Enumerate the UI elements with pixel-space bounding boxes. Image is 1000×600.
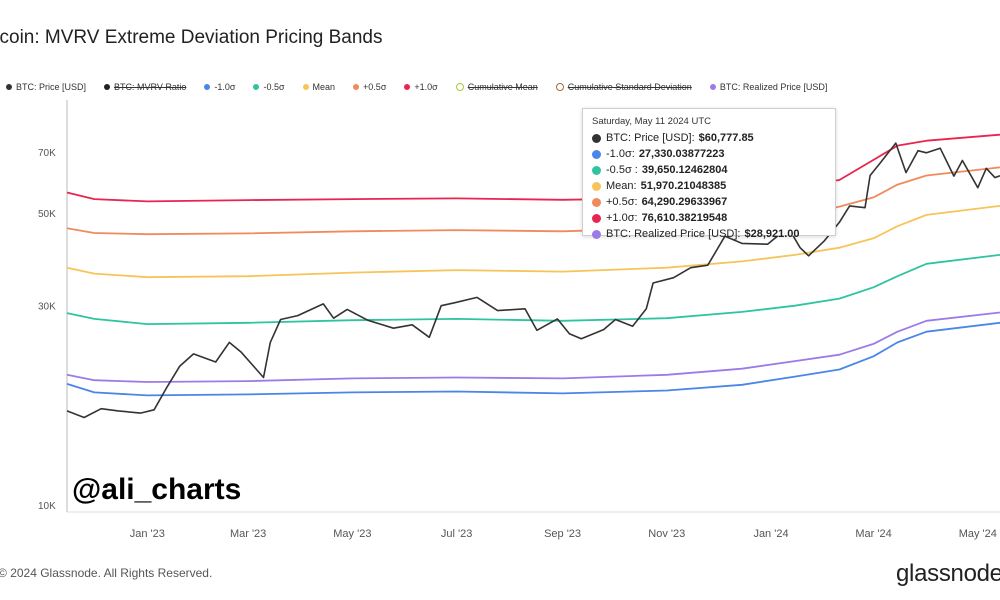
- x-tick-label: Sep '23: [544, 528, 581, 540]
- tooltip-marker-icon: [592, 181, 601, 191]
- series-line-1-0: [66, 133, 1000, 203]
- tooltip-label: BTC: Price [USD]:: [606, 132, 695, 144]
- tooltip-marker-icon: [592, 197, 601, 207]
- legend-marker-icon: [555, 83, 564, 91]
- glassnode-logo[interactable]: glassnode: [896, 560, 1000, 587]
- tooltip-value: $28,921.00: [744, 228, 800, 240]
- legend-marker-icon: [253, 84, 260, 90]
- legend: BTC: Price [USD] BTC: MVRV Ratio -1.0σ -0.5…: [6, 82, 827, 92]
- tooltip-label: +0.5σ:: [606, 196, 638, 208]
- y-tick-label: 70K: [38, 148, 56, 159]
- legend-label: Cumulative Mean: [467, 82, 538, 92]
- legend-item[interactable]: +0.5σ: [353, 82, 386, 92]
- x-tick-label: Jan '24: [753, 528, 788, 540]
- tooltip-label: +1.0σ:: [606, 212, 638, 224]
- tooltip-row: -1.0σ: 27,330.03877223: [592, 146, 826, 162]
- tooltip-rows: BTC: Price [USD]: $60,777.85 -1.0σ: 27,330.…: [592, 130, 826, 242]
- tooltip-marker-icon: [592, 213, 601, 223]
- tooltip-row: Mean: 51,970.21048385: [592, 178, 826, 194]
- legend-label: -0.5σ: [263, 82, 285, 92]
- tooltip-value: 39,650.12462804: [641, 164, 728, 176]
- legend-marker-icon: [709, 84, 716, 90]
- x-tick-label: Jul '23: [441, 528, 472, 540]
- tooltip-row: BTC: Realized Price [USD]: $28,921.00: [592, 226, 826, 242]
- legend-label: BTC: MVRV Ratio: [114, 82, 187, 92]
- x-tick-label: May '23: [333, 528, 371, 540]
- watermark: @ali_charts: [72, 473, 242, 506]
- tooltip-row: -0.5σ :39,650.12462804: [592, 162, 826, 178]
- legend-label: Cumulative Standard Deviation: [567, 82, 692, 92]
- x-tick-label: May '24: [959, 528, 997, 540]
- legend-label: BTC: Price [USD]: [16, 82, 87, 92]
- legend-label: -1.0σ: [214, 82, 236, 92]
- tooltip-marker-icon: [592, 165, 601, 175]
- legend-label: +0.5σ: [363, 82, 387, 92]
- y-tick-label: 10K: [38, 501, 56, 512]
- series-line-btc-price-usd: [66, 142, 1000, 419]
- series-line-mean: [66, 205, 1000, 279]
- tooltip-label: -0.5σ :: [606, 164, 638, 176]
- axes: [66, 100, 1000, 513]
- tooltip-row: +0.5σ: 64,290.29633967: [592, 194, 826, 210]
- legend-item[interactable]: BTC: Realized Price [USD]: [709, 82, 828, 92]
- tooltip-date: Saturday, May 11 2024 UTC: [592, 116, 711, 127]
- tooltip-value: 51,970.21048385: [640, 180, 727, 192]
- series-layer: [66, 133, 1000, 419]
- tooltip-label: BTC: Realized Price [USD]:: [606, 228, 741, 240]
- series-line-btc-realized-price-usd: [66, 311, 1000, 383]
- y-tick-label: 30K: [38, 302, 56, 313]
- legend-item[interactable]: Cumulative Mean: [455, 82, 538, 92]
- tooltip-row: BTC: Price [USD]: $60,777.85: [592, 130, 826, 146]
- legend-label: Mean: [312, 82, 336, 92]
- series-line-1-0: [66, 321, 1000, 397]
- legend-marker-icon: [353, 84, 360, 90]
- legend-marker-icon: [6, 84, 12, 90]
- series-line-0-5: [66, 254, 1000, 325]
- legend-marker-icon: [302, 84, 309, 90]
- x-tick-label: Mar '24: [855, 528, 891, 540]
- y-tick-label: 50K: [38, 209, 56, 220]
- tick-labels: 10K 30K 50K 70K Jan '23 Mar '23 May '23 Jul '23…: [38, 148, 997, 540]
- legend-label: BTC: Realized Price [USD]: [719, 82, 828, 92]
- tooltip-value: 76,610.38219548: [641, 212, 728, 224]
- legend-item[interactable]: BTC: Price [USD]: [6, 82, 86, 92]
- x-tick-label: Nov '23: [648, 528, 685, 540]
- x-tick-label: Mar '23: [230, 528, 266, 540]
- legend-label: +1.0σ: [414, 82, 438, 92]
- legend-item[interactable]: +1.0σ: [404, 82, 438, 92]
- legend-item[interactable]: Cumulative Standard Deviation: [555, 82, 692, 92]
- legend-marker-icon: [404, 84, 411, 90]
- legend-marker-icon: [204, 84, 211, 90]
- legend-marker-icon: [455, 83, 464, 91]
- tooltip-value: 64,290.29633967: [641, 196, 728, 208]
- hover-tooltip: Saturday, May 11 2024 UTC BTC: Price [US…: [582, 108, 836, 240]
- x-tick-label: Jan '23: [130, 528, 165, 540]
- chart-title: itcoin: MVRV Extreme Deviation Pricing B…: [0, 27, 383, 48]
- tooltip-marker-icon: [592, 149, 601, 159]
- tooltip-label: Mean:: [606, 180, 637, 192]
- tooltip-marker-icon: [592, 133, 601, 143]
- copyright-label: 2024 Glassnode. All Rights Reserved.: [10, 566, 213, 580]
- legend-marker-icon: [104, 84, 111, 90]
- copyright-text: © 2024 Glassnode. All Rights Reserved.: [0, 566, 213, 580]
- legend-item[interactable]: BTC: MVRV Ratio: [104, 82, 186, 92]
- legend-item[interactable]: -1.0σ: [204, 82, 235, 92]
- tooltip-marker-icon: [592, 229, 601, 239]
- legend-item[interactable]: Mean: [302, 82, 336, 92]
- tooltip-label: -1.0σ:: [606, 148, 635, 160]
- legend-item[interactable]: -0.5σ: [253, 82, 285, 92]
- tooltip-value: $60,777.85: [698, 132, 754, 144]
- tooltip-row: +1.0σ: 76,610.38219548: [592, 210, 826, 226]
- tooltip-value: 27,330.03877223: [638, 148, 725, 160]
